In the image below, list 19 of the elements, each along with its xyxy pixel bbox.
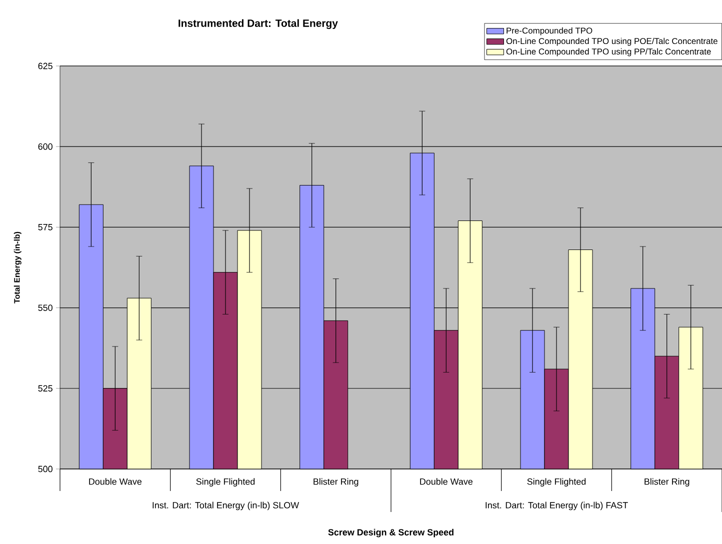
x-tick-label: Blister Ring bbox=[314, 478, 358, 487]
y-tick-label: 625 bbox=[38, 62, 52, 70]
x-axis-title: Screw Design & Screw Speed bbox=[328, 528, 454, 538]
text: Inst. Dart: Total Energy (in-lb) FAST bbox=[486, 502, 628, 510]
y-tick-label: 600 bbox=[38, 143, 52, 150]
text: Inst. Dart: Total Energy (in-lb) SLOW bbox=[152, 502, 300, 510]
y-tick-label: 550 bbox=[38, 304, 52, 311]
x-tick-label: Blister Ring bbox=[644, 478, 690, 487]
chart-title: Instrumented Dart: Total Energy bbox=[178, 19, 338, 30]
legend-label: On-Line Compounded TPO using PP/Talc Concentrate bbox=[506, 48, 711, 56]
legend-label: Pre-Compounded TPO bbox=[506, 27, 592, 36]
y-tick-label: 525 bbox=[38, 385, 52, 392]
x-tick-label: Double Wave bbox=[89, 478, 142, 485]
y-tick-label: 575 bbox=[38, 224, 52, 230]
legend-label: On-Line Compounded TPO using POE/Talc Concentrate bbox=[506, 38, 718, 46]
x-tick-label: Double Wave bbox=[420, 478, 473, 485]
y-tick-label: 500 bbox=[38, 466, 52, 472]
x-tick-label: Single Flighted bbox=[196, 478, 255, 487]
x-tick-label: Single Flighted bbox=[527, 478, 586, 487]
